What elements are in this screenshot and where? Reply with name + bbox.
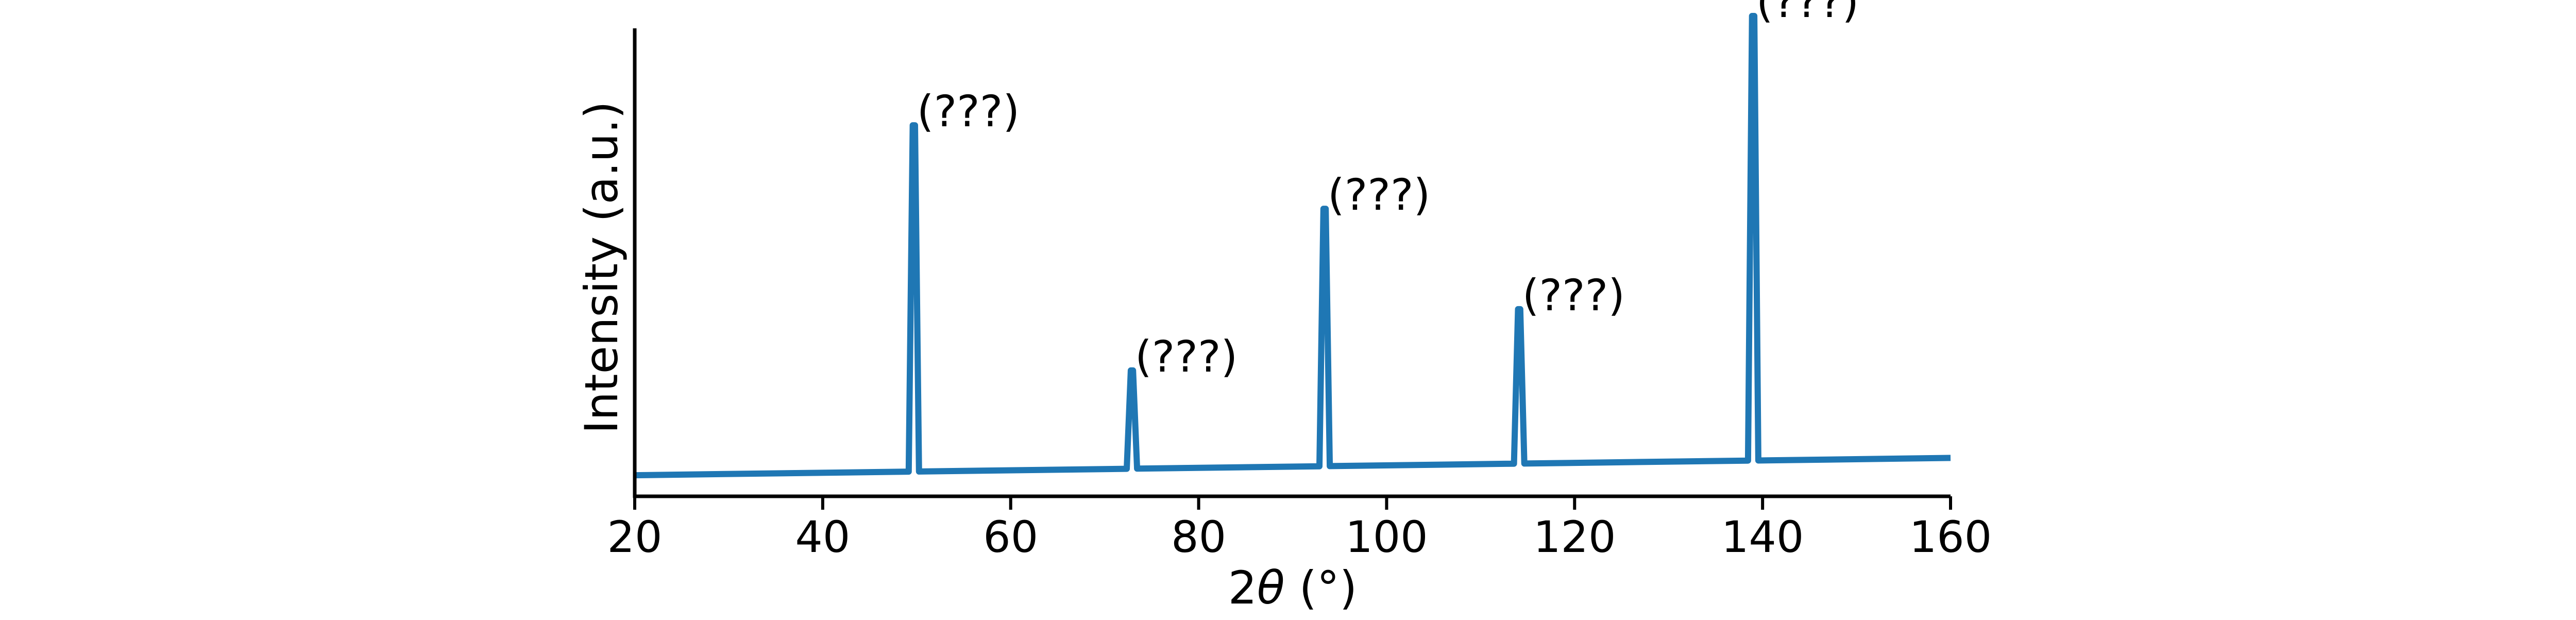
x-axis-title-unit: (°) xyxy=(1285,561,1358,614)
peak-label: (???) xyxy=(1328,170,1430,220)
peak-label: (???) xyxy=(1756,0,1859,27)
x-axis-title: 2θ (°) xyxy=(1228,561,1357,614)
x-ticks: 20 40 60 80 100 120 140 160 xyxy=(607,496,1992,562)
plot-area xyxy=(634,13,1951,479)
x-tick-label: 80 xyxy=(1171,512,1226,562)
x-tick-label: 40 xyxy=(795,512,850,562)
x-axis-title-prefix: 2 xyxy=(1228,561,1257,614)
x-tick-label: 120 xyxy=(1533,512,1616,562)
peak-label: (???) xyxy=(917,86,1020,137)
axes xyxy=(633,28,1951,498)
x-tick-label: 100 xyxy=(1345,512,1428,562)
x-tick-label: 20 xyxy=(607,512,663,562)
x-tick-label: 60 xyxy=(983,512,1038,562)
x-axis-title-symbol: θ xyxy=(1257,561,1285,614)
peak-labels: (???) (???) (???) (???) (???) xyxy=(917,0,1859,382)
x-tick-label: 140 xyxy=(1721,512,1804,562)
xrd-pattern-line xyxy=(634,13,1951,479)
peak-label: (???) xyxy=(1522,270,1625,321)
peak-label: (???) xyxy=(1135,331,1238,382)
y-axis-title: Intensity (a.u.) xyxy=(575,101,628,433)
x-tick-label: 160 xyxy=(1909,512,1992,562)
